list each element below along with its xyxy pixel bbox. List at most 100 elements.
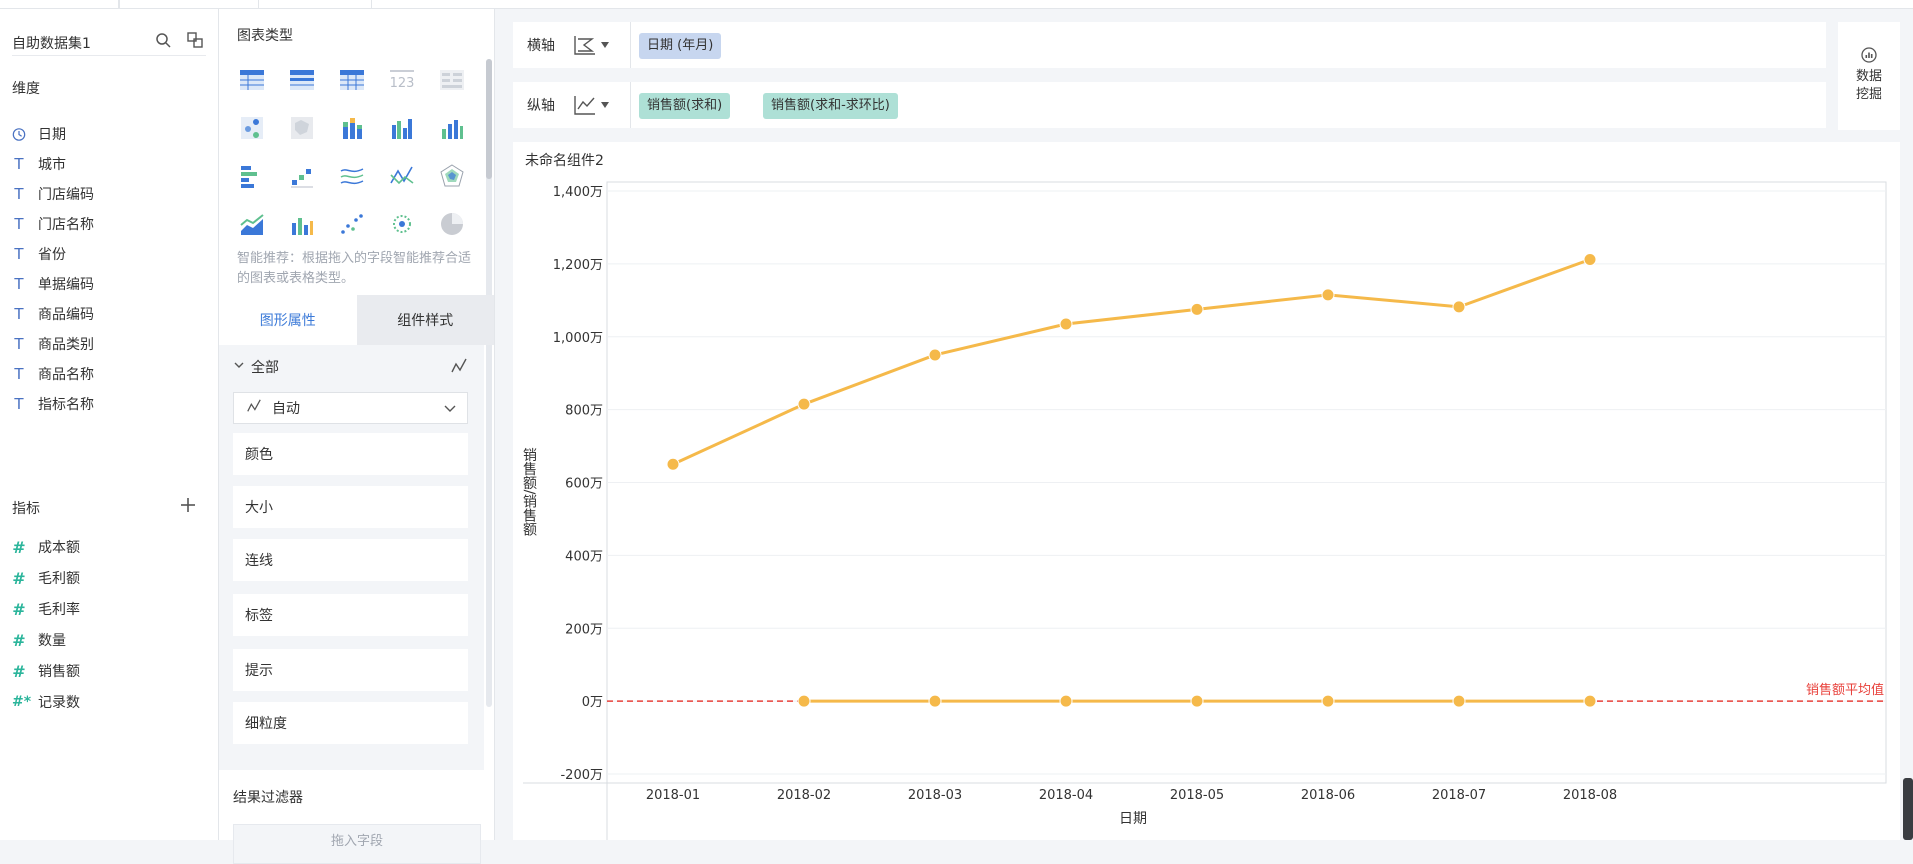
line-type-icon [246, 398, 262, 418]
region-map-icon[interactable] [287, 113, 317, 143]
data-mining-label: 数据挖掘 [1855, 69, 1882, 102]
y-axis-bar: 纵轴 销售额(求和) 销售额(求和-求环比) [513, 82, 1826, 128]
dimension-field[interactable]: T 门店名称 [12, 213, 94, 235]
cross-table-icon[interactable] [337, 65, 367, 95]
dimension-field[interactable]: T 商品编码 [12, 303, 94, 325]
chart-type-title: 图表类型 [237, 28, 293, 44]
x-axis-field-pill[interactable]: 日期 (年月) [639, 33, 722, 59]
detail-table-icon[interactable] [437, 65, 467, 95]
chart-subtype-select[interactable]: 自动 [233, 392, 468, 424]
horizontal-bar-icon[interactable] [237, 161, 267, 191]
measure-field-record-count[interactable]: #* 记录数 [12, 691, 80, 713]
text-type-icon: T [14, 215, 24, 233]
prop-color[interactable]: 颜色 [233, 433, 468, 475]
page-scroll-indicator[interactable] [1903, 778, 1913, 840]
prop-granularity[interactable]: 细粒度 [233, 702, 468, 744]
number-type-icon: # [12, 661, 26, 681]
grouped-bar-icon[interactable] [387, 113, 417, 143]
x-tick-label: 2018-05 [1170, 788, 1224, 803]
bar-chart-icon[interactable] [437, 113, 467, 143]
x-axis-bar: 横轴 日期 (年月) [513, 22, 1826, 68]
measure-field[interactable]: # 销售额 [12, 660, 80, 682]
combo-line-icon[interactable] [387, 161, 417, 191]
dimension-field[interactable]: T 指标名称 [12, 393, 94, 415]
y-axis-field-pill[interactable]: 销售额(求和) [639, 93, 731, 119]
measure-field[interactable]: # 毛利额 [12, 567, 80, 589]
prop-size[interactable]: 大小 [233, 486, 468, 528]
x-axis-type-select[interactable] [573, 30, 621, 60]
data-point [666, 457, 680, 471]
data-mining-icon [1860, 46, 1878, 68]
waterfall-icon[interactable] [287, 161, 317, 191]
area-chart-icon[interactable] [237, 209, 267, 239]
group-table-icon[interactable] [287, 65, 317, 95]
y-axis-label: 纵轴 [527, 98, 555, 114]
switch-dataset-icon[interactable] [184, 29, 206, 51]
y-axis-type-select[interactable] [573, 90, 621, 120]
scatter-chart-icon[interactable] [337, 209, 367, 239]
x-tick-label: 2018-01 [646, 788, 700, 803]
text-type-icon: T [14, 185, 24, 203]
dimension-field-date[interactable]: 日期 [12, 123, 66, 145]
y-tick-label: 600万 [565, 477, 603, 492]
data-point [1190, 302, 1204, 316]
data-point [928, 694, 942, 708]
field-label: 日期 [38, 127, 66, 143]
table-chart-icon[interactable] [237, 65, 267, 95]
data-point [928, 348, 942, 362]
result-filter-dropzone[interactable]: 拖入字段 [233, 824, 481, 864]
dimension-field[interactable]: T 门店编码 [12, 183, 94, 205]
search-icon[interactable] [152, 29, 174, 51]
field-label: 省份 [38, 247, 66, 263]
line-chart-icon[interactable] [337, 161, 367, 191]
map-point-icon[interactable] [237, 113, 267, 143]
number-type-icon: # [12, 568, 26, 588]
dimension-field[interactable]: T 单据编码 [12, 273, 94, 295]
axis-chart-icon [574, 36, 595, 55]
field-label: 门店名称 [38, 217, 94, 233]
caret-down-icon [601, 42, 609, 48]
panel-scrollbar[interactable] [486, 59, 492, 707]
radar-chart-icon[interactable] [437, 161, 467, 191]
y-axis-field-pill[interactable]: 销售额(求和-求环比) [763, 93, 898, 119]
prop-label[interactable]: 标签 [233, 594, 468, 636]
data-point [1452, 694, 1466, 708]
add-measure-icon[interactable] [178, 495, 198, 515]
measure-field[interactable]: # 数量 [12, 629, 66, 651]
pie-chart-icon[interactable] [437, 209, 467, 239]
y-tick-label: 400万 [565, 549, 603, 564]
kpi-number-icon[interactable]: 123 [387, 65, 417, 95]
measure-field[interactable]: # 毛利率 [12, 598, 80, 620]
tab-strip[interactable] [258, 0, 372, 8]
result-filter-title: 结果过滤器 [233, 790, 303, 806]
tab-component-style[interactable]: 组件样式 [356, 295, 494, 345]
dataset-header: 自助数据集1 [12, 27, 206, 56]
y-axis-title: 销售额/销售额 [521, 448, 537, 537]
chart-type-grid: 123 [237, 65, 497, 239]
bubble-chart-icon[interactable] [387, 209, 417, 239]
x-axis-title: 日期 [1119, 811, 1147, 827]
y-tick-label: 1,400万 [553, 185, 603, 200]
stacked-bar-icon[interactable] [337, 113, 367, 143]
all-series-toggle[interactable]: 全部 [233, 355, 468, 379]
dimension-field[interactable]: T 省份 [12, 243, 66, 265]
tab-graph-properties[interactable]: 图形属性 [219, 295, 357, 345]
prop-tooltip[interactable]: 提示 [233, 649, 468, 691]
auto-label: 自动 [272, 401, 300, 417]
x-tick-label: 2018-04 [1039, 788, 1093, 803]
chart-config-panel: 图表类型 123 智能推荐：根据拖入的字段智能推荐合适的图表或表格类型。 图形属… [219, 9, 497, 864]
text-type-icon: T [14, 155, 24, 173]
data-point [797, 694, 811, 708]
data-point [1059, 317, 1073, 331]
scrollbar-thumb[interactable] [486, 59, 492, 179]
dimension-field[interactable]: T 城市 [12, 153, 66, 175]
data-mining-button[interactable]: 数据挖掘 [1838, 22, 1900, 130]
bar-line-combo-icon[interactable] [287, 209, 317, 239]
field-label: 记录数 [38, 695, 80, 711]
chart-component[interactable]: 未命名组件2 -200万 0万 200万 400万 600万 800万 1,000万 1,20… [513, 142, 1900, 840]
dimension-field[interactable]: T 商品类别 [12, 333, 94, 355]
x-tick-label: 2018-08 [1563, 788, 1617, 803]
measure-field[interactable]: # 成本额 [12, 536, 80, 558]
dimension-field[interactable]: T 商品名称 [12, 363, 94, 385]
prop-line[interactable]: 连线 [233, 539, 468, 581]
